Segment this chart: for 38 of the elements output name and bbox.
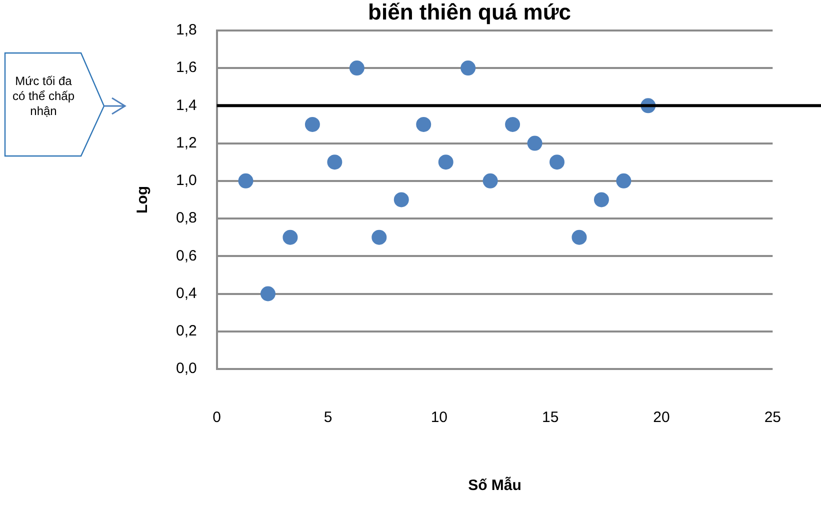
ref-line-label: Mức tối đa có thể chấp nhận xyxy=(11,74,76,119)
point xyxy=(460,60,476,76)
y-tick-label: 0,8 xyxy=(176,210,197,227)
y-tick-label: 1,8 xyxy=(176,22,197,39)
point xyxy=(482,173,498,188)
x-tick-label: 20 xyxy=(653,409,670,426)
y-tick-label: 0,0 xyxy=(176,360,197,378)
x-tick-label: 5 xyxy=(324,409,332,426)
y-axis-title: Log xyxy=(134,186,152,214)
y-tick-label: 0,6 xyxy=(176,247,197,264)
point xyxy=(416,116,432,132)
point xyxy=(527,136,542,151)
y-tick-label: 1,6 xyxy=(176,59,197,76)
x-tick-label: 0 xyxy=(212,409,222,426)
point xyxy=(260,286,276,302)
y-tick-label: 0,4 xyxy=(176,284,197,302)
point xyxy=(372,230,387,245)
chart-title: biến thiên quá mức xyxy=(368,0,571,24)
point xyxy=(304,116,320,132)
x-tick-label: 10 xyxy=(430,409,448,426)
point xyxy=(572,230,587,245)
point xyxy=(327,154,342,170)
point xyxy=(282,230,298,245)
point xyxy=(550,154,565,170)
point xyxy=(616,173,632,188)
y-tick-label: 0,2 xyxy=(176,322,197,340)
y-tick-label: 1,4 xyxy=(176,96,197,114)
x-axis-title: Số Mẫu xyxy=(468,476,522,494)
point xyxy=(438,154,454,170)
y-tick-label: 1,0 xyxy=(176,172,197,190)
y-tick-label: 1,2 xyxy=(176,134,197,152)
point xyxy=(394,192,409,208)
point xyxy=(594,192,609,208)
x-tick-label: 15 xyxy=(542,409,559,426)
point xyxy=(505,116,520,132)
point xyxy=(238,173,254,188)
x-tick-label: 25 xyxy=(764,409,781,426)
point xyxy=(349,60,364,76)
